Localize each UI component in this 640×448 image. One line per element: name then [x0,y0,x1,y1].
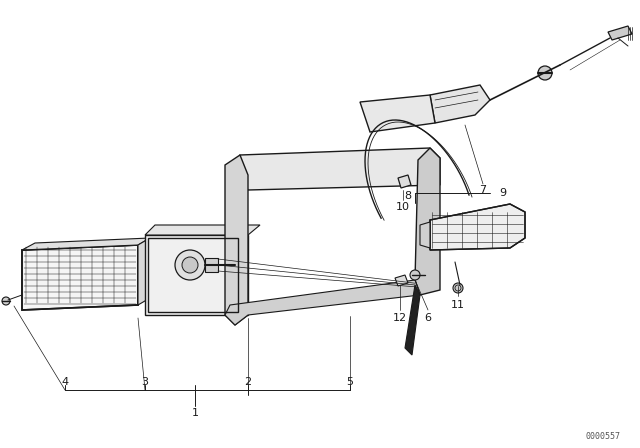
Polygon shape [138,238,150,305]
Polygon shape [22,245,138,310]
Text: 6: 6 [424,313,431,323]
Polygon shape [360,95,435,132]
Text: 1: 1 [191,408,198,418]
Text: 0000557: 0000557 [585,431,620,440]
Circle shape [410,270,420,280]
Circle shape [453,283,463,293]
Polygon shape [398,175,411,188]
Polygon shape [608,26,632,40]
Polygon shape [225,155,248,325]
Text: 3: 3 [141,377,148,387]
Text: 11: 11 [451,300,465,310]
Text: 12: 12 [393,313,407,323]
Polygon shape [205,258,218,272]
Polygon shape [145,235,248,315]
Polygon shape [405,285,420,355]
Polygon shape [145,225,260,235]
Polygon shape [430,204,525,250]
Text: 2: 2 [244,377,252,387]
Circle shape [2,297,10,305]
Polygon shape [420,222,430,248]
Circle shape [538,66,552,80]
Polygon shape [240,148,440,190]
Polygon shape [430,85,490,123]
Text: 4: 4 [61,377,68,387]
Polygon shape [225,280,420,325]
Circle shape [182,257,198,273]
Text: 8: 8 [404,191,412,201]
Text: 10: 10 [396,202,410,212]
Text: 9: 9 [499,188,507,198]
Polygon shape [22,238,150,250]
Text: 5: 5 [346,377,353,387]
Polygon shape [415,148,440,295]
Polygon shape [395,275,408,286]
Circle shape [175,250,205,280]
Text: 7: 7 [479,185,486,195]
